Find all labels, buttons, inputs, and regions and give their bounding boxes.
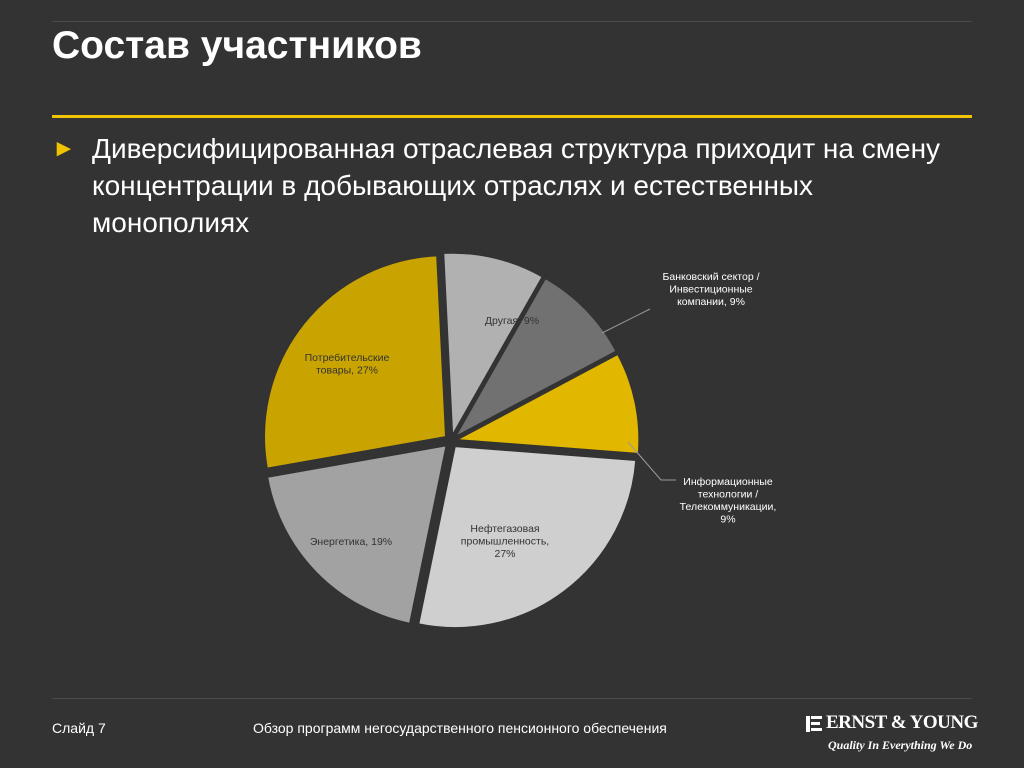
leader-line bbox=[601, 308, 651, 334]
slide-number: Слайд 7 bbox=[52, 720, 106, 736]
slice-label: Потребительские товары, 27% bbox=[305, 352, 390, 377]
bullet-text: Диверсифицированная отраслевая структура… bbox=[92, 133, 941, 238]
slice-label: Информационные технологии / Телекоммуникац… bbox=[680, 476, 777, 526]
logo-mark-icon bbox=[806, 716, 822, 732]
slice-label: Другая, 9% bbox=[485, 315, 539, 327]
logo-name: ERNST & YOUNG bbox=[826, 712, 978, 733]
slice-label: Энергетика, 19% bbox=[310, 536, 392, 548]
pie-slice bbox=[454, 278, 617, 438]
slice-label: Нефтегазовая промышленность, 27% bbox=[461, 523, 549, 560]
footer-title: Обзор программ негосударственного пенсио… bbox=[253, 720, 667, 736]
pie-slice bbox=[264, 255, 447, 469]
pie-slice bbox=[267, 445, 447, 624]
leader-line bbox=[627, 441, 676, 481]
pie-slice bbox=[456, 353, 640, 454]
logo-tagline: Quality In Everything We Do bbox=[828, 738, 973, 752]
title-underline bbox=[52, 115, 972, 118]
ernst-young-logo: ERNST & YOUNG Quality In Everything We D… bbox=[806, 712, 978, 756]
slice-label: Банковский сектор / Инвестиционные компани… bbox=[662, 271, 759, 308]
pie-slice bbox=[443, 252, 543, 436]
top-divider bbox=[52, 21, 972, 22]
slide-title: Состав участников bbox=[52, 24, 422, 67]
pie-slice bbox=[418, 446, 637, 629]
footer-divider bbox=[52, 698, 972, 699]
triangle-bullet-icon: ► bbox=[52, 135, 76, 162]
